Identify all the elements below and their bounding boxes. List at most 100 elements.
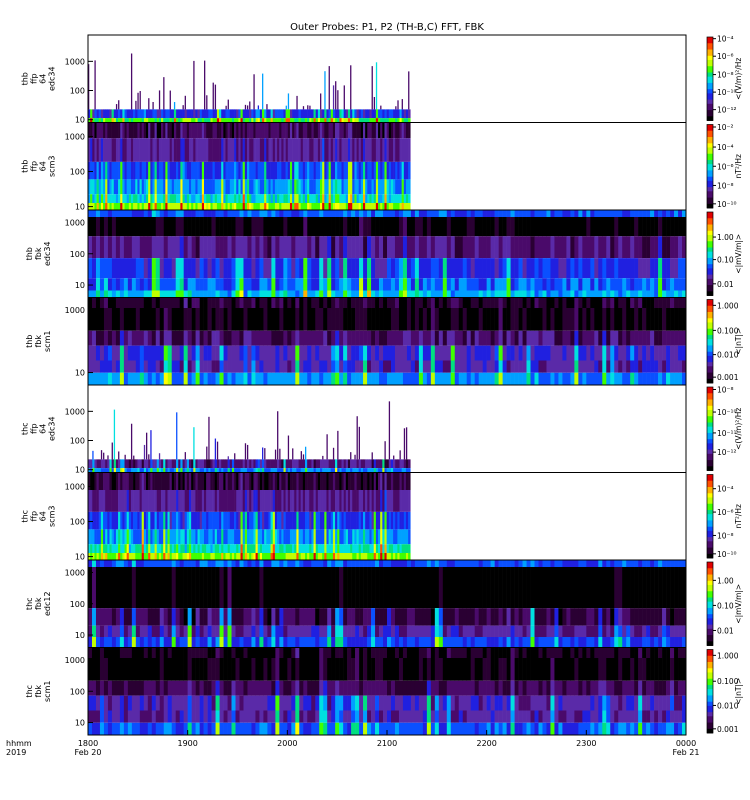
colorbar-swatch	[707, 237, 713, 240]
spectrogram-cell	[216, 529, 220, 545]
spectrogram-cell	[113, 109, 117, 119]
spectrogram-cell	[274, 529, 278, 545]
spectrogram-cell	[352, 490, 355, 512]
spectrogram-cell	[178, 529, 181, 545]
spectrogram-cell	[130, 203, 134, 210]
spectrogram-cell	[356, 553, 359, 560]
spectral-spike	[328, 66, 330, 110]
colorbar-tick-label: 0.010	[717, 351, 739, 360]
spectrogram-cell	[139, 161, 143, 180]
spectrogram-cell	[150, 529, 153, 545]
spectrogram-cell	[514, 236, 519, 259]
spectrogram-cell	[502, 372, 507, 385]
spectrogram-cell	[350, 468, 353, 473]
spectrogram-cell	[128, 122, 132, 139]
spectrogram-cell	[434, 330, 440, 346]
spectrogram-cell	[446, 258, 452, 279]
spectrogram-cell	[658, 372, 663, 385]
spectrogram-cell	[123, 345, 129, 361]
spectrogram-cell	[634, 345, 639, 361]
spectral-spike	[262, 447, 264, 460]
spectrogram-cell	[182, 203, 185, 210]
spectrogram-cell	[294, 122, 297, 139]
spectrogram-cell	[221, 490, 224, 512]
spectrogram-cell	[91, 210, 97, 217]
spectrogram-cell	[210, 544, 213, 553]
spectrogram-cell	[131, 567, 137, 609]
spectrogram-cell	[115, 459, 119, 469]
spectrogram-cell	[498, 297, 503, 308]
spectrogram-cell	[319, 236, 324, 259]
spectrogram-cell	[271, 560, 276, 567]
spectrogram-cell	[88, 194, 91, 203]
spectrogram-cell	[126, 511, 130, 530]
spectrogram-cell	[554, 308, 559, 331]
spectrogram-cell	[386, 118, 390, 123]
spectrogram-cell	[171, 330, 177, 346]
spectrogram-cell	[670, 217, 675, 237]
spectrogram-cell	[362, 138, 366, 162]
spectrogram-cell	[203, 217, 208, 237]
spectrogram-cell	[383, 360, 388, 373]
spectrogram-cell	[191, 608, 196, 626]
spectrogram-cell	[350, 490, 353, 512]
spectrogram-cell	[266, 179, 269, 195]
spectrogram-cell	[182, 544, 185, 553]
spectrogram-cell	[268, 553, 271, 560]
spectrogram-cell	[666, 278, 671, 291]
spectrogram-cell	[578, 217, 583, 237]
colorbar: 1.000.100.01<|mV/m|>	[706, 211, 743, 296]
spectrogram-cell	[219, 372, 224, 385]
spectrogram-cell	[343, 372, 348, 385]
spectrogram-cell	[152, 161, 155, 180]
colorbar-swatch	[707, 543, 713, 546]
spectrogram-cell	[171, 308, 177, 331]
spectrogram-cell	[240, 544, 243, 553]
spectrogram-cell	[626, 210, 631, 217]
spectrogram-cell	[96, 529, 100, 545]
spectrogram-cell	[291, 637, 296, 648]
spectrogram-cell	[126, 194, 130, 203]
spectrogram-cell	[360, 194, 364, 203]
spectrogram-cell	[115, 118, 119, 123]
spectrogram-cell	[546, 217, 551, 237]
spectrogram-cell	[197, 468, 201, 473]
spectrogram-cell	[163, 468, 166, 473]
spectrogram-cells	[88, 560, 687, 648]
spectrogram-cell	[115, 210, 121, 217]
colorbar-swatch	[707, 72, 713, 75]
spectrogram-cell	[182, 194, 185, 203]
spectrogram-cell	[514, 217, 519, 237]
colorbar-swatch	[707, 162, 713, 165]
spectrogram-cell	[163, 345, 169, 361]
spectrogram-cell	[107, 308, 113, 331]
spectrogram-cell	[363, 258, 368, 279]
spectrogram-cell	[147, 625, 153, 637]
spectrogram-cell	[118, 529, 121, 545]
spectrogram-cell	[646, 345, 651, 361]
spectrogram-cell	[307, 468, 310, 473]
spectrogram-cell	[283, 109, 286, 119]
colorbar-swatch	[707, 110, 713, 113]
spectrogram-cell	[566, 278, 571, 291]
spectrogram-cell	[378, 161, 381, 180]
spectrogram-cell	[184, 118, 188, 123]
spectrogram-cell	[239, 637, 244, 648]
spectral-spike	[287, 435, 290, 460]
spectrogram-cell	[229, 109, 233, 119]
spectrogram-cell	[119, 360, 125, 373]
spectrogram-cell	[462, 372, 468, 385]
spectrogram-cell	[122, 138, 125, 162]
spectrogram-cell	[141, 179, 145, 195]
spectrogram-cell	[98, 109, 102, 119]
spectrogram-cell	[387, 236, 392, 259]
spectrogram-cell	[388, 138, 392, 162]
spectrogram-cell	[386, 122, 390, 139]
spectrogram-cell	[367, 490, 370, 512]
colorbar-swatch	[707, 343, 713, 346]
spectrogram-cell	[279, 637, 284, 648]
spectrogram-cell	[662, 290, 667, 298]
spectrogram-cell	[442, 290, 448, 298]
